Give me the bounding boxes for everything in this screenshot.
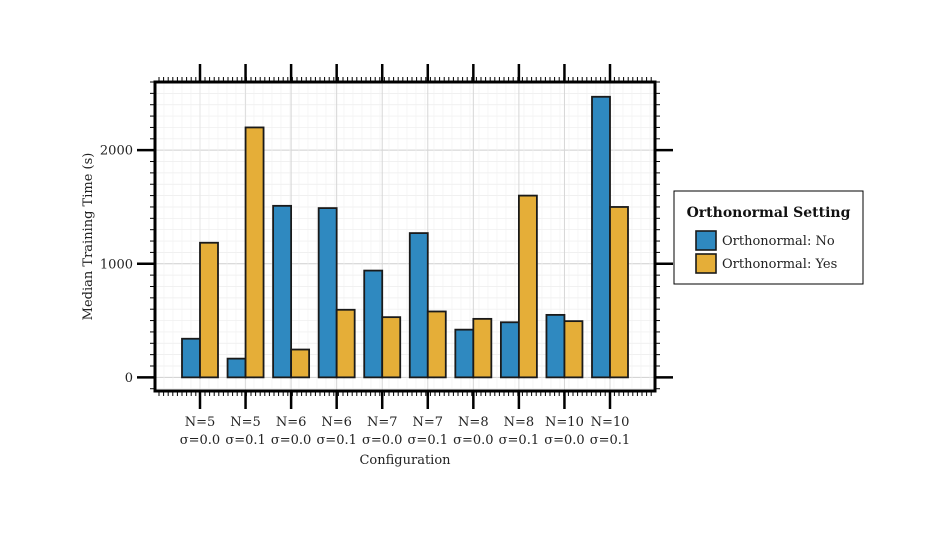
x-tick-label: N=5 (230, 415, 261, 430)
bar (426, 310, 447, 379)
x-tick-labels: N=5 σ=0.0 N=5 σ=0.1 N=6 σ=0.0 N=6 σ=0.1 N=7 σ=0.0… (180, 415, 630, 448)
x-tick-label: N=6 (276, 415, 307, 430)
legend-title: Orthonormal Setting (687, 205, 851, 221)
plot-frame (153, 80, 657, 393)
x-tick-label: N=10 (591, 415, 630, 430)
bar (363, 269, 384, 379)
x-tick-label: N=7 (367, 415, 398, 430)
bars (181, 95, 629, 379)
x-tick-label: σ=0.0 (271, 433, 311, 448)
bar (226, 357, 247, 379)
y-tick-labels: 0 1000 2000 (100, 144, 133, 386)
bar (517, 194, 538, 379)
bar (335, 308, 356, 379)
x-tick-label: σ=0.0 (544, 433, 584, 448)
bar (545, 313, 566, 379)
bar (244, 126, 265, 379)
ticks (137, 64, 673, 409)
bar (181, 337, 201, 379)
y-tick-label: 2000 (100, 144, 133, 159)
x-tick-label: σ=0.0 (362, 433, 402, 448)
x-tick-label: N=7 (413, 415, 444, 430)
bar (609, 206, 629, 379)
bar (290, 348, 311, 379)
bar (408, 232, 429, 379)
x-axis-label: Configuration (359, 453, 451, 468)
legend-swatch (695, 253, 717, 274)
x-tick-label: σ=0.1 (408, 433, 448, 448)
x-tick-label: σ=0.1 (316, 433, 356, 448)
bar (499, 321, 520, 379)
x-tick-label: σ=0.1 (590, 433, 630, 448)
bar (272, 204, 293, 379)
x-tick-label: N=8 (458, 415, 489, 430)
bar (381, 316, 402, 379)
legend-label: Orthonormal: No (722, 234, 835, 249)
legend-label: Orthonormal: Yes (722, 257, 837, 272)
x-tick-label: N=8 (504, 415, 535, 430)
bar (317, 207, 338, 379)
x-tick-label: N=10 (545, 415, 584, 430)
bar (454, 328, 475, 379)
bar (591, 95, 611, 379)
x-tick-label: σ=0.0 (453, 433, 493, 448)
legend: Orthonormal Setting Orthonormal: NoOrtho… (673, 190, 864, 285)
x-tick-label: σ=0.1 (499, 433, 539, 448)
legend-swatch (695, 230, 717, 251)
x-tick-label: N=5 (185, 415, 216, 430)
bar (472, 317, 493, 379)
y-tick-label: 0 (125, 371, 133, 386)
x-tick-label: N=6 (321, 415, 352, 430)
bar (199, 241, 219, 379)
x-tick-label: σ=0.0 (180, 433, 220, 448)
x-tick-label: σ=0.1 (225, 433, 265, 448)
bar (563, 320, 584, 379)
y-tick-label: 1000 (100, 257, 133, 272)
legend-items: Orthonormal: No Orthonormal: Yes (695, 230, 837, 274)
y-axis-label: Median Training Time (s) (81, 153, 96, 321)
